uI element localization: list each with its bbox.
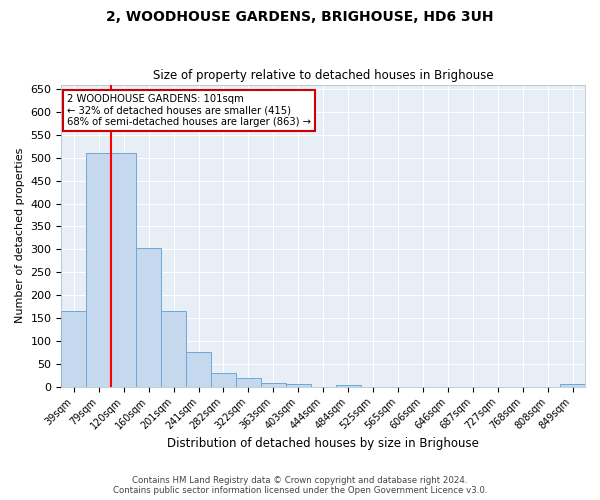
Title: Size of property relative to detached houses in Brighouse: Size of property relative to detached ho… (153, 69, 494, 82)
Bar (236, 378, 261, 386)
Text: Contains HM Land Registry data © Crown copyright and database right 2024.
Contai: Contains HM Land Registry data © Crown c… (113, 476, 487, 495)
Bar (560, 384, 585, 386)
Bar (186, 352, 211, 386)
Bar (136, 248, 161, 386)
X-axis label: Distribution of detached houses by size in Brighouse: Distribution of detached houses by size … (167, 437, 479, 450)
Text: 2 WOODHOUSE GARDENS: 101sqm
← 32% of detached houses are smaller (415)
68% of se: 2 WOODHOUSE GARDENS: 101sqm ← 32% of det… (67, 94, 311, 127)
Bar (161, 311, 186, 386)
Bar (211, 373, 236, 386)
Bar (86, 153, 111, 386)
Bar (286, 384, 311, 386)
Bar (111, 153, 136, 386)
Y-axis label: Number of detached properties: Number of detached properties (15, 148, 25, 324)
Bar (261, 383, 286, 386)
Text: 2, WOODHOUSE GARDENS, BRIGHOUSE, HD6 3UH: 2, WOODHOUSE GARDENS, BRIGHOUSE, HD6 3UH (106, 10, 494, 24)
Bar (61, 311, 86, 386)
